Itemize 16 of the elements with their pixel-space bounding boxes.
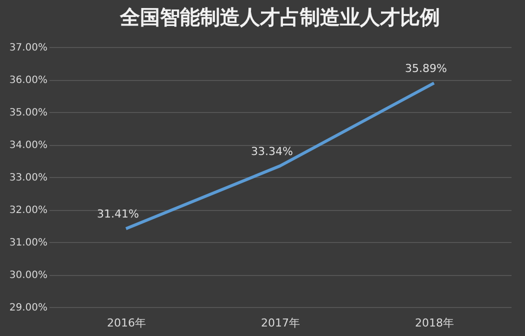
x-tick-label: 2017年 (261, 316, 300, 330)
data-label: 33.34% (251, 144, 293, 158)
y-tick-label: 31.00% (9, 238, 48, 248)
y-tick-label: 30.00% (9, 270, 48, 281)
y-tick-label: 33.00% (9, 172, 48, 184)
y-tick-label: 35.00% (9, 108, 48, 118)
chart-title: 全国智能制造人才占制造业人才比例 (119, 5, 440, 29)
y-tick-label: 32.00% (9, 205, 48, 216)
y-tick-label: 29.00% (9, 302, 48, 314)
y-tick-label: 34.00% (9, 140, 48, 151)
y-tick-label: 36.00% (9, 75, 48, 86)
x-tick-label: 2018年 (415, 316, 454, 330)
data-label: 35.89% (405, 62, 447, 76)
data-label: 31.41% (97, 208, 139, 221)
y-tick-label: 37.00% (9, 42, 48, 54)
x-tick-label: 2016年 (107, 316, 146, 330)
